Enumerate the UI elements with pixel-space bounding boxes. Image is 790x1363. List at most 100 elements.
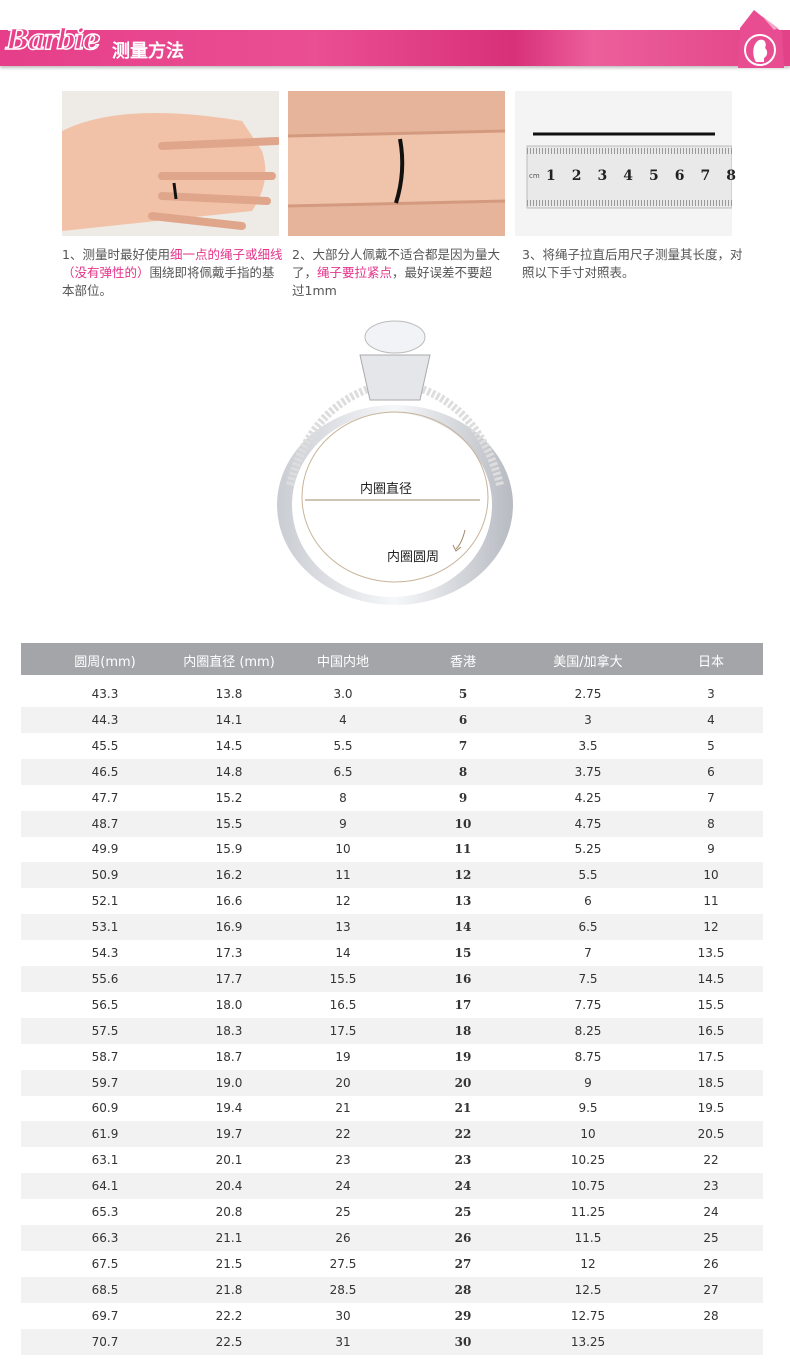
table-cell: 63.1 bbox=[91, 1153, 119, 1168]
table-cell: 18.5 bbox=[697, 1075, 725, 1090]
table-cell: 4 bbox=[707, 712, 715, 727]
table-cell: 16.5 bbox=[697, 1023, 725, 1038]
table-cell: 54.3 bbox=[91, 946, 119, 960]
table-cell: 25 bbox=[335, 1205, 351, 1219]
table-cell: 10.25 bbox=[570, 1153, 606, 1168]
table-cell: 24 bbox=[335, 1179, 351, 1194]
inner-circumference-label: 内圈圆周 bbox=[387, 550, 440, 565]
table-cell: 57.5 bbox=[91, 1023, 119, 1038]
table-cell: 14 bbox=[454, 920, 472, 935]
table-row: 63.1 20.1 23 23 10.25 22 bbox=[21, 1147, 763, 1173]
table-row: 43.3 13.8 3.0 5 2.75 3 bbox=[21, 681, 763, 707]
table-cell: 58.7 bbox=[91, 1049, 119, 1064]
table-row: 48.7 15.5 9 10 4.75 8 bbox=[21, 810, 763, 837]
ruler-number: 2 bbox=[571, 168, 582, 184]
table-cell: 55.6 bbox=[91, 971, 119, 986]
table-cell: 60.9 bbox=[91, 1101, 119, 1116]
table-cell: 2.75 bbox=[574, 687, 602, 701]
table-cell: 9 bbox=[584, 1075, 592, 1090]
table-row: 54.3 17.3 14 15 7 13.5 bbox=[21, 940, 763, 966]
table-cell: 19.5 bbox=[697, 1101, 725, 1116]
table-cell: 8.75 bbox=[574, 1049, 602, 1064]
table-cell: 64.1 bbox=[91, 1179, 119, 1194]
table-cell: 20.4 bbox=[215, 1179, 243, 1194]
table-cell: 70.7 bbox=[91, 1334, 119, 1349]
table-cell: 27 bbox=[703, 1282, 719, 1297]
table-cell: 22.2 bbox=[215, 1308, 243, 1323]
table-cell: 13.5 bbox=[697, 946, 725, 960]
table-cell: 15 bbox=[454, 946, 472, 960]
size-table-header: 圆周(mm) 内圈直径 (mm) 中国内地 香港 美国/加拿大 日本 bbox=[21, 643, 763, 675]
ruler-number: 8 bbox=[726, 168, 736, 184]
table-cell: 68.5 bbox=[91, 1282, 119, 1297]
table-cell: 5 bbox=[458, 687, 468, 701]
col-header-us-canada: 美国/加拿大 bbox=[553, 655, 623, 670]
table-cell: 65.3 bbox=[91, 1205, 119, 1219]
table-cell: 4.75 bbox=[574, 816, 602, 831]
table-cell: 8 bbox=[339, 790, 347, 805]
table-cell: 11 bbox=[703, 894, 719, 909]
table-cell: 59.7 bbox=[91, 1075, 119, 1090]
table-cell: 17.7 bbox=[215, 971, 243, 986]
table-cell: 29 bbox=[454, 1308, 472, 1323]
table-cell: 14.8 bbox=[215, 764, 243, 779]
table-cell: 22 bbox=[335, 1127, 351, 1142]
table-cell: 16.9 bbox=[215, 920, 243, 935]
barbie-silhouette-icon bbox=[738, 10, 784, 68]
photo-ruler bbox=[515, 91, 732, 236]
table-cell: 12.75 bbox=[570, 1308, 606, 1323]
table-cell: 20.1 bbox=[215, 1153, 243, 1168]
table-cell: 53.1 bbox=[91, 920, 119, 935]
table-cell: 61.9 bbox=[91, 1127, 119, 1142]
table-cell: 21.8 bbox=[215, 1282, 243, 1297]
highlight-text: 细一点的绳子或细线（没有弹性的） bbox=[62, 247, 283, 280]
col-header-japan: 日本 bbox=[697, 655, 724, 670]
table-cell: 11.25 bbox=[570, 1205, 606, 1219]
table-cell: 7 bbox=[707, 790, 715, 805]
table-row: 57.5 18.3 17.5 18 8.25 16.5 bbox=[21, 1017, 763, 1044]
table-cell: 3.5 bbox=[578, 738, 598, 753]
ring-diagram: 内圈直径 内圈圆周 bbox=[270, 315, 520, 625]
table-cell: 15.5 bbox=[215, 816, 243, 831]
table-cell: 14.5 bbox=[697, 971, 725, 986]
table-cell: 16 bbox=[454, 971, 472, 986]
table-row: 52.1 16.6 12 13 6 11 bbox=[21, 888, 763, 914]
table-cell: 28 bbox=[703, 1308, 719, 1323]
table-cell: 46.5 bbox=[91, 764, 119, 779]
table-cell: 7 bbox=[584, 946, 592, 960]
table-row: 46.5 14.8 6.5 8 3.75 6 bbox=[21, 758, 763, 785]
table-cell: 52.1 bbox=[91, 894, 119, 909]
table-cell: 9.5 bbox=[578, 1101, 598, 1116]
table-row: 59.7 19.0 20 20 9 18.5 bbox=[21, 1069, 763, 1096]
table-cell: 5 bbox=[707, 738, 715, 753]
table-cell: 30 bbox=[454, 1334, 472, 1349]
table-cell: 18.3 bbox=[215, 1023, 243, 1038]
table-cell: 27.5 bbox=[329, 1256, 357, 1271]
step-3-caption: 3、将绳子拉直后用尺子测量其长度，对照以下手寸对照表。 bbox=[522, 246, 744, 282]
table-cell: 17.5 bbox=[697, 1049, 725, 1064]
table-cell: 4 bbox=[339, 712, 347, 727]
ruler-number: 6 bbox=[674, 168, 685, 184]
table-cell: 16.5 bbox=[329, 997, 357, 1012]
table-row: 55.6 17.7 15.5 16 7.5 14.5 bbox=[21, 965, 763, 992]
table-cell: 28.5 bbox=[329, 1282, 357, 1297]
table-cell: 12.5 bbox=[574, 1282, 602, 1297]
table-cell: 20 bbox=[335, 1075, 351, 1090]
table-cell: 15.9 bbox=[215, 842, 243, 857]
table-cell: 13.8 bbox=[215, 687, 243, 701]
table-cell: 9 bbox=[339, 816, 347, 831]
table-cell: 3 bbox=[584, 712, 592, 727]
table-row: 47.7 15.2 8 9 4.25 7 bbox=[21, 785, 763, 811]
table-cell: 4.25 bbox=[574, 790, 602, 805]
table-cell: 18.0 bbox=[215, 997, 243, 1012]
table-row: 68.5 21.8 28.5 28 12.5 27 bbox=[21, 1276, 763, 1303]
table-cell: 23 bbox=[335, 1153, 351, 1168]
table-cell: 50.9 bbox=[91, 868, 119, 883]
highlight-text: 绳子要拉紧点 bbox=[317, 265, 393, 280]
photo-hand-string bbox=[62, 91, 279, 236]
table-cell: 17 bbox=[454, 997, 472, 1012]
table-cell: 22 bbox=[703, 1153, 719, 1168]
table-cell: 14 bbox=[335, 946, 351, 960]
table-cell: 6.5 bbox=[333, 764, 353, 779]
table-cell: 28 bbox=[454, 1282, 472, 1297]
